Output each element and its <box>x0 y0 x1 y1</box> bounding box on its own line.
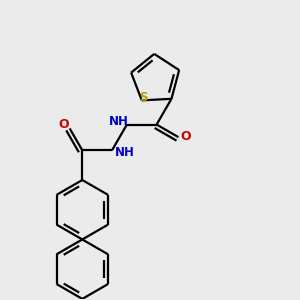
Text: S: S <box>139 91 148 104</box>
Text: NH: NH <box>109 116 129 128</box>
Text: O: O <box>180 130 191 143</box>
Text: NH: NH <box>115 146 134 159</box>
Text: O: O <box>58 118 69 131</box>
